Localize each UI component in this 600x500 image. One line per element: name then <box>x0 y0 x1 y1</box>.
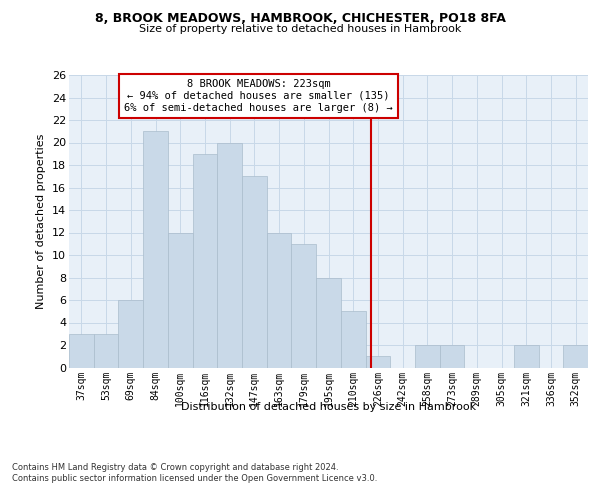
Text: Contains public sector information licensed under the Open Government Licence v3: Contains public sector information licen… <box>12 474 377 483</box>
Bar <box>118 300 143 368</box>
Bar <box>292 244 316 368</box>
Text: 8 BROOK MEADOWS: 223sqm
← 94% of detached houses are smaller (135)
6% of semi-de: 8 BROOK MEADOWS: 223sqm ← 94% of detache… <box>124 80 393 112</box>
Text: Size of property relative to detached houses in Hambrook: Size of property relative to detached ho… <box>139 24 461 34</box>
Bar <box>365 356 390 368</box>
Bar <box>94 334 118 368</box>
Text: 8, BROOK MEADOWS, HAMBROOK, CHICHESTER, PO18 8FA: 8, BROOK MEADOWS, HAMBROOK, CHICHESTER, … <box>95 12 505 26</box>
Text: Distribution of detached houses by size in Hambrook: Distribution of detached houses by size … <box>181 402 476 412</box>
Bar <box>415 345 440 368</box>
Bar <box>316 278 341 368</box>
Bar <box>168 232 193 368</box>
Bar <box>217 142 242 368</box>
Bar <box>267 232 292 368</box>
Text: Contains HM Land Registry data © Crown copyright and database right 2024.: Contains HM Land Registry data © Crown c… <box>12 462 338 471</box>
Bar <box>242 176 267 368</box>
Bar <box>563 345 588 368</box>
Bar <box>143 131 168 368</box>
Y-axis label: Number of detached properties: Number of detached properties <box>37 134 46 309</box>
Bar <box>341 311 365 368</box>
Bar <box>514 345 539 368</box>
Bar <box>69 334 94 368</box>
Bar <box>440 345 464 368</box>
Bar <box>193 154 217 368</box>
